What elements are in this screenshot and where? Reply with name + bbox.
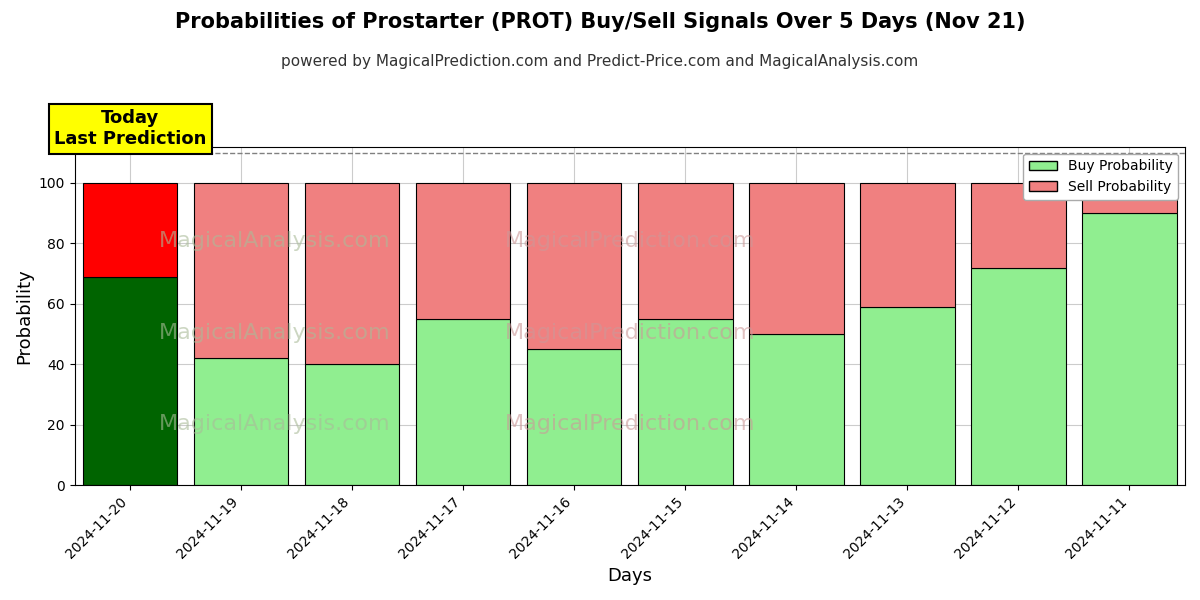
Text: MagicalAnalysis.com: MagicalAnalysis.com <box>158 414 390 434</box>
Bar <box>194 358 288 485</box>
Bar <box>83 183 178 277</box>
Bar <box>860 183 955 307</box>
Bar <box>749 334 844 485</box>
Bar <box>971 183 1066 268</box>
Bar <box>749 183 844 334</box>
Bar <box>527 183 622 349</box>
Bar <box>416 319 510 485</box>
Bar <box>305 183 400 364</box>
Text: powered by MagicalPrediction.com and Predict-Price.com and MagicalAnalysis.com: powered by MagicalPrediction.com and Pre… <box>281 54 919 69</box>
Text: MagicalPrediction.com: MagicalPrediction.com <box>504 232 755 251</box>
Text: Today
Last Prediction: Today Last Prediction <box>54 109 206 148</box>
Bar <box>638 183 732 319</box>
Text: MagicalPrediction.com: MagicalPrediction.com <box>504 414 755 434</box>
Bar <box>527 349 622 485</box>
Bar <box>416 183 510 319</box>
Bar <box>1082 213 1177 485</box>
Bar <box>305 364 400 485</box>
Bar <box>860 307 955 485</box>
Bar <box>638 319 732 485</box>
Text: MagicalAnalysis.com: MagicalAnalysis.com <box>158 232 390 251</box>
Bar <box>1082 183 1177 213</box>
Text: MagicalPrediction.com: MagicalPrediction.com <box>504 323 755 343</box>
X-axis label: Days: Days <box>607 567 653 585</box>
Bar <box>194 183 288 358</box>
Y-axis label: Probability: Probability <box>16 268 34 364</box>
Bar <box>83 277 178 485</box>
Legend: Buy Probability, Sell Probability: Buy Probability, Sell Probability <box>1024 154 1178 200</box>
Text: MagicalAnalysis.com: MagicalAnalysis.com <box>158 323 390 343</box>
Text: Probabilities of Prostarter (PROT) Buy/Sell Signals Over 5 Days (Nov 21): Probabilities of Prostarter (PROT) Buy/S… <box>175 12 1025 32</box>
Bar <box>971 268 1066 485</box>
